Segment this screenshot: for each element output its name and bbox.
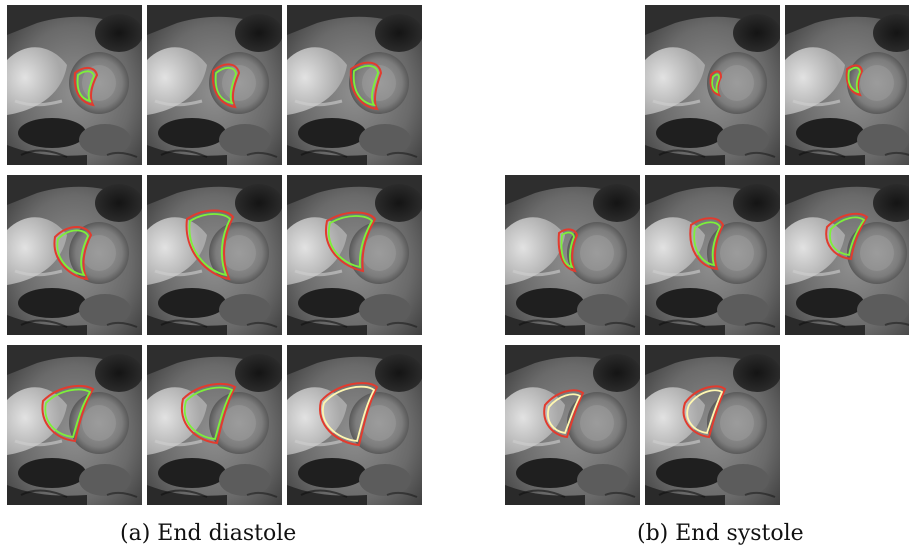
rv-contour-ground-truth [825, 212, 869, 261]
mri-slice-b-r1-c2 [785, 5, 909, 165]
rv-contour-prediction [56, 229, 89, 277]
mri-slice-b-r3-c2 [645, 345, 780, 505]
rv-contour-ground-truth [689, 217, 725, 271]
caption-end-systole: (b) End systole [637, 521, 804, 546]
rv-contour-ground-truth [845, 64, 864, 97]
rv-contour-ground-truth [180, 382, 237, 445]
rv-contour-ground-truth [73, 67, 99, 107]
mri-slice-a-r1-c1 [7, 5, 142, 165]
mri-slice-a-r3-c3 [287, 345, 422, 505]
rv-contour-ground-truth [709, 70, 723, 97]
mri-slice-b-r2-c3 [785, 175, 909, 335]
rv-contour-ground-truth [682, 385, 727, 439]
rv-contour-prediction [693, 221, 722, 267]
rv-contour-prediction [547, 393, 582, 435]
rv-contour-ground-truth [53, 226, 93, 281]
mri-slice-a-r2-c1 [7, 175, 142, 335]
rv-contour-prediction [560, 231, 575, 269]
rv-contour-prediction [711, 73, 720, 94]
mri-slice-a-r2-c3 [287, 175, 422, 335]
rv-contour-ground-truth [211, 63, 241, 109]
rv-contour-prediction [44, 388, 92, 438]
rv-contour-ground-truth [557, 228, 579, 273]
rv-contour-prediction [321, 385, 376, 442]
rv-contour-prediction [327, 215, 374, 269]
mri-slice-a-r1-c3 [287, 5, 422, 165]
mri-slice-b-r2-c1 [505, 175, 640, 335]
rv-contour-prediction [686, 389, 724, 434]
mri-slice-b-r1-c1 [645, 5, 780, 165]
mri-slice-a-r1-c2 [147, 5, 282, 165]
rv-contour-prediction [188, 213, 232, 277]
mri-slice-a-r3-c1 [7, 345, 142, 505]
rv-contour-prediction [183, 386, 234, 440]
rv-contour-prediction [214, 66, 237, 105]
mri-slice-a-r2-c2 [147, 175, 282, 335]
rv-contour-ground-truth [41, 384, 95, 443]
rv-contour-ground-truth [319, 382, 379, 447]
rv-contour-prediction [352, 65, 379, 107]
mri-slice-b-r2-c2 [645, 175, 780, 335]
mri-slice-b-r3-c1 [505, 345, 640, 505]
rv-contour-prediction [829, 216, 866, 257]
caption-end-diastole: (a) End diastole [120, 521, 297, 546]
rv-contour-ground-truth [543, 389, 585, 439]
rv-contour-ground-truth [185, 209, 235, 281]
mri-slice-a-r3-c2 [147, 345, 282, 505]
rv-contour-prediction [847, 66, 861, 94]
rv-contour-prediction [76, 70, 95, 103]
rv-contour-ground-truth [325, 211, 377, 273]
rv-contour-ground-truth [349, 61, 383, 111]
